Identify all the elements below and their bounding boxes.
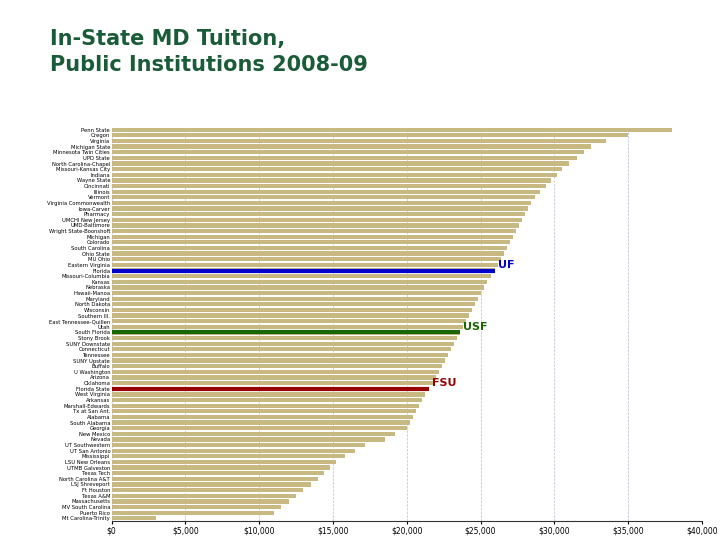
Bar [112,516,156,521]
Bar [112,505,282,509]
Bar [112,460,336,464]
Bar [112,285,484,289]
Bar [112,347,451,352]
Bar [112,156,577,160]
Bar [112,319,466,323]
Bar [112,308,472,312]
Bar [112,234,513,239]
Bar [112,325,463,329]
Bar [112,150,584,154]
Bar [112,454,345,458]
Bar [112,240,510,245]
Bar [112,482,311,487]
Bar [112,161,569,166]
Bar [112,139,606,143]
Bar [112,471,324,475]
Text: UF: UF [498,260,515,270]
Bar [112,133,628,138]
Bar [112,409,415,414]
Bar [112,353,448,357]
Bar [112,178,552,183]
Bar [112,145,591,148]
Bar [112,431,395,436]
Bar [112,375,436,380]
Bar [112,364,442,368]
Bar [112,206,528,211]
Bar [112,415,413,419]
Bar [112,263,498,267]
Bar [112,465,330,470]
Bar [112,488,304,492]
Bar [112,387,429,391]
Bar [112,127,672,132]
Bar [112,173,557,177]
Bar [112,268,495,273]
Bar [112,510,274,515]
Bar [112,212,525,217]
Bar [112,167,562,171]
Bar [112,342,454,346]
Bar [112,313,469,318]
Bar [112,443,366,447]
Text: In-State MD Tuition,
Public Institutions 2008-09: In-State MD Tuition, Public Institutions… [50,29,368,75]
Bar [112,477,318,481]
Text: FSU: FSU [432,378,456,388]
Bar [112,280,487,284]
Bar [112,398,422,402]
Bar [112,302,474,306]
Bar [112,449,355,453]
Bar [112,201,531,205]
Bar [112,274,491,278]
Text: 14: 14 [9,110,27,123]
Bar [112,218,522,222]
Bar [112,257,501,261]
Bar [112,336,457,340]
Bar [112,246,507,250]
Bar [112,426,407,430]
Bar [112,403,418,408]
Bar [112,252,504,256]
Bar [112,330,460,335]
Bar [112,195,535,199]
Bar [112,224,519,227]
Bar [112,381,433,385]
Bar [112,296,477,301]
Text: USF: USF [463,322,487,332]
Bar [112,421,410,424]
Bar [112,494,296,498]
Bar [112,359,445,363]
Bar [112,500,289,503]
Bar [112,184,546,188]
Bar [112,392,425,396]
Bar [112,229,516,233]
Bar [112,370,439,374]
Bar [112,437,384,442]
Bar [112,291,481,295]
Bar [112,190,540,194]
